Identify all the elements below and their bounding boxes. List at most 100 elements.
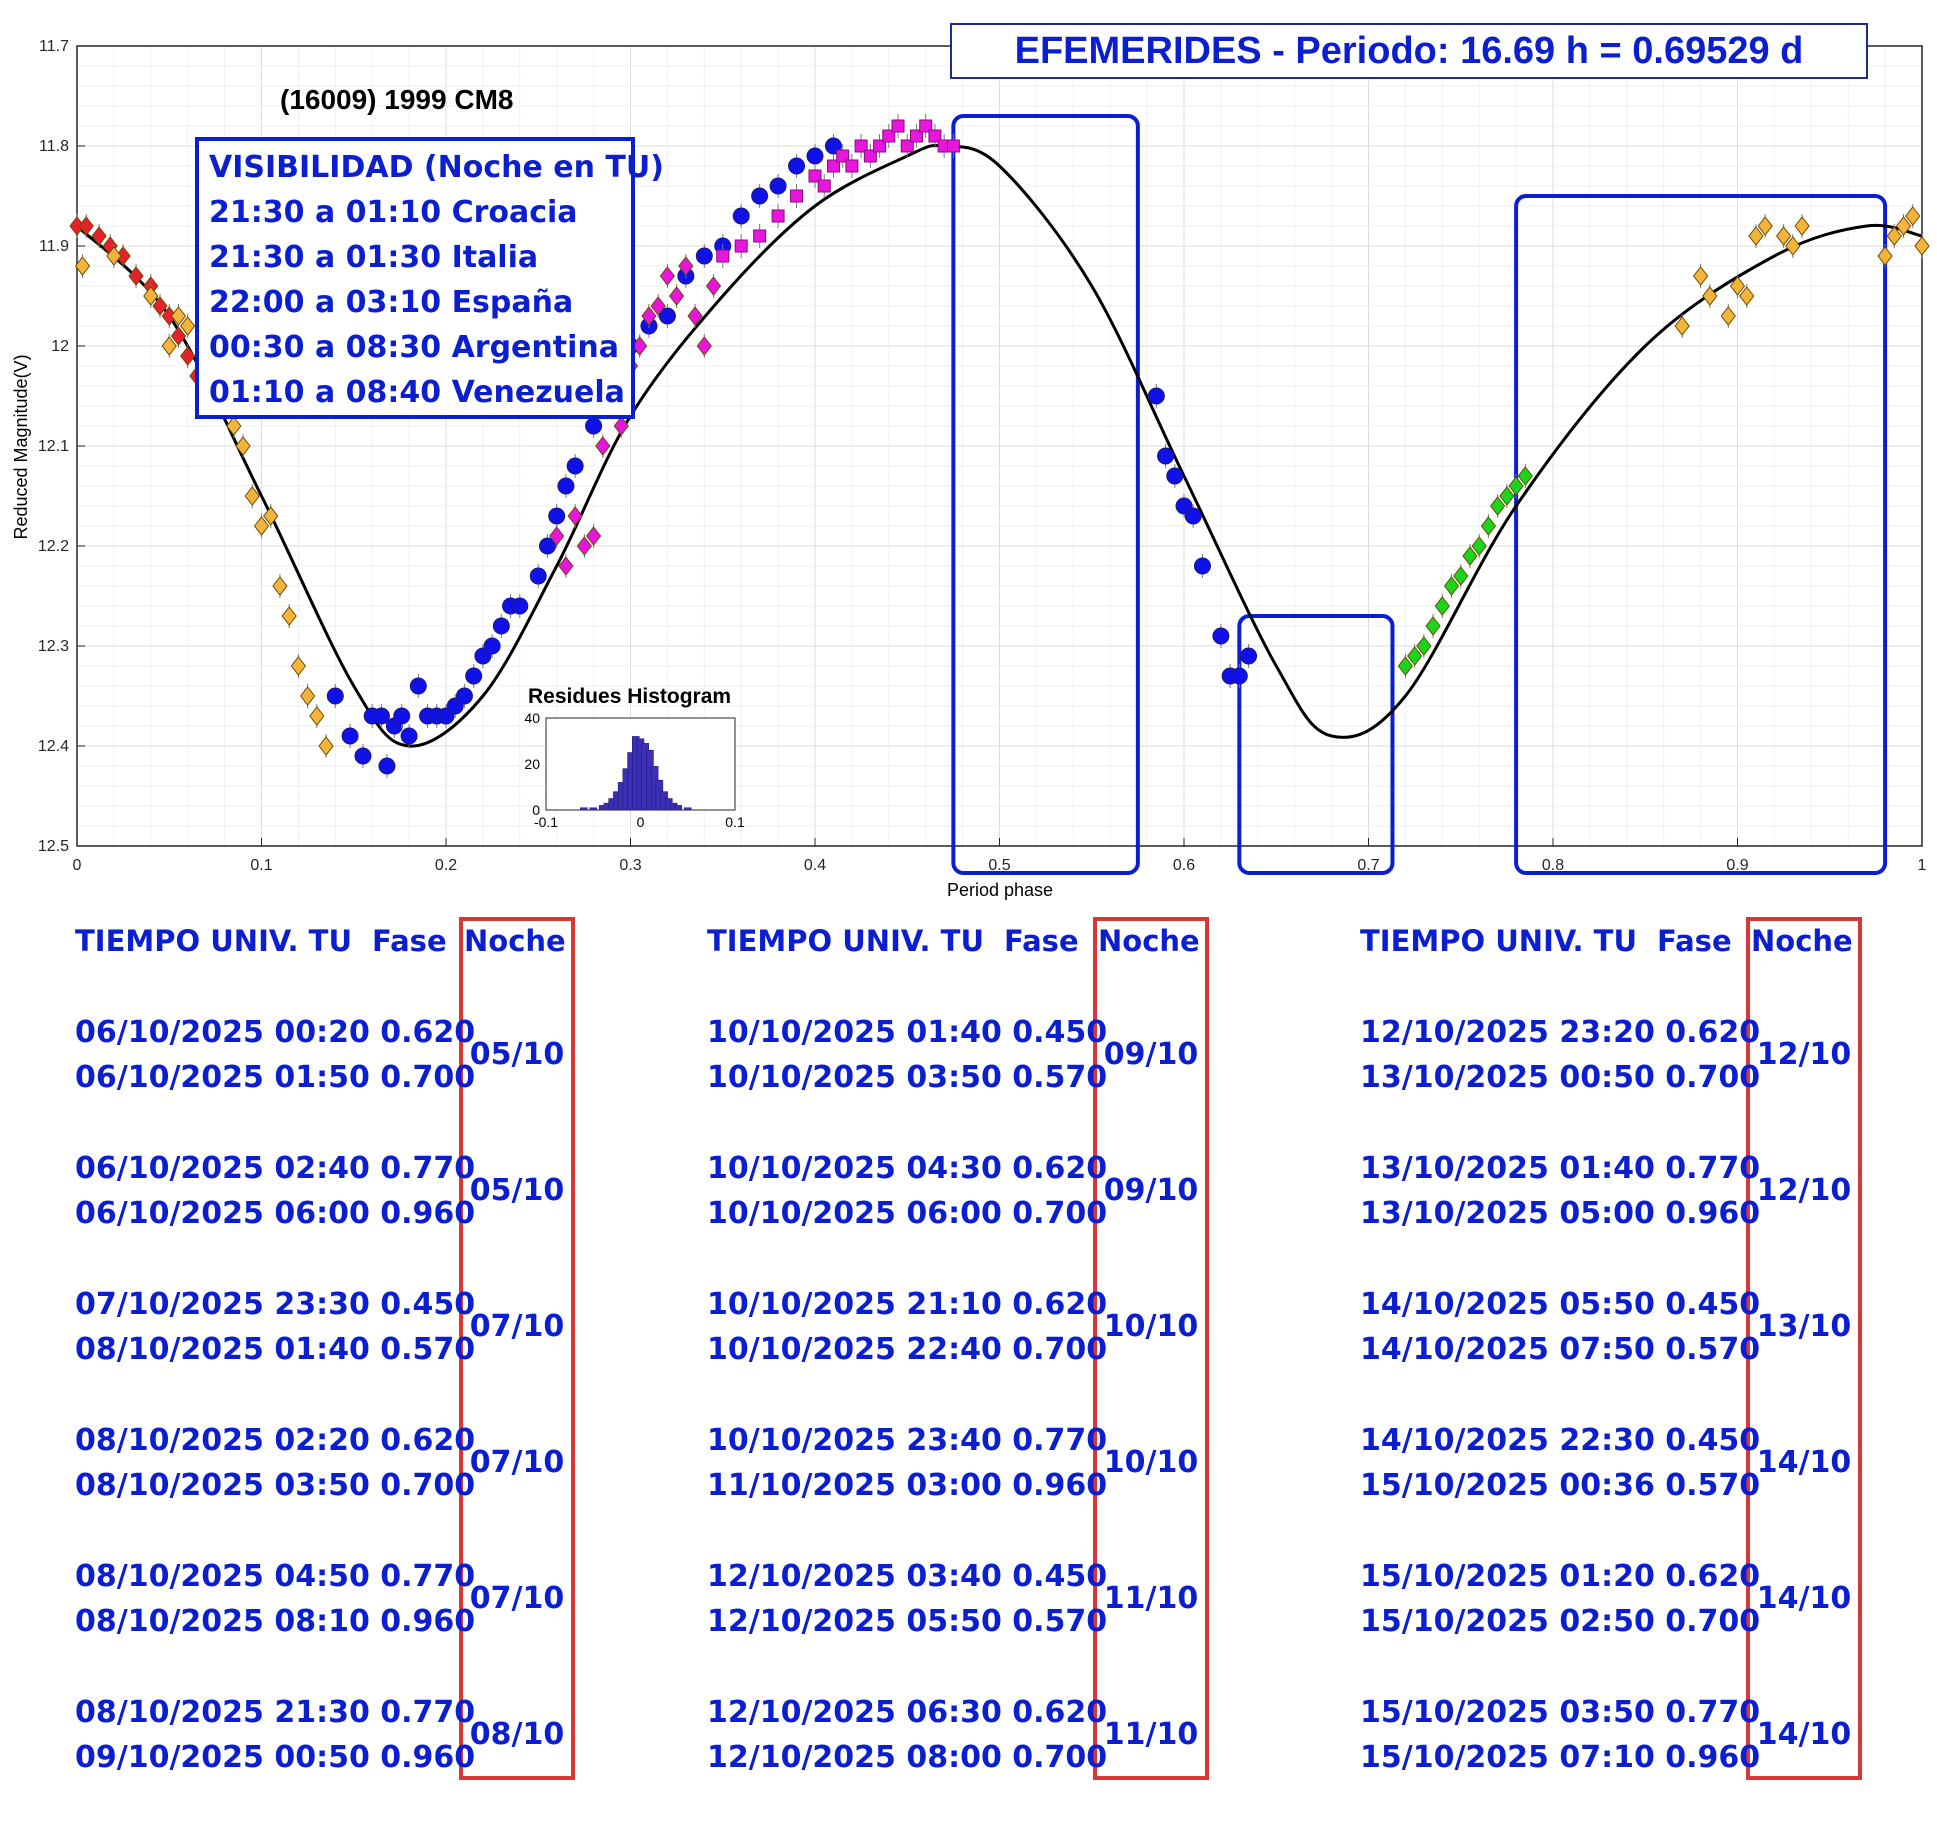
data-point — [909, 129, 923, 143]
data-point — [1914, 236, 1930, 256]
data-point — [372, 707, 390, 725]
x-tick-label: 0.5 — [988, 857, 1010, 874]
observation-window — [1237, 614, 1395, 875]
data-point — [826, 159, 840, 173]
data-point — [455, 687, 473, 705]
table-row: 14/10/2025 05:50 0.450 — [1360, 1287, 1761, 1322]
lightcurve-chart: 0 0.1 0.2 0.3 0.4 0.5 0.6 0.7 0.8 0.9 1 11.7 11.8 11.… — [11, 38, 1930, 900]
object-name: (16009) 1999 CM8 — [280, 84, 514, 115]
table-header-time: TIEMPO UNIV. TU — [1360, 924, 1638, 958]
data-point — [1508, 476, 1524, 496]
table-header-phase: Fase — [1004, 924, 1079, 958]
histogram-x-tick: 0 — [637, 814, 645, 830]
observation-window — [951, 114, 1140, 875]
visibility-line: 21:30 a 01:10 Croacia — [209, 195, 578, 230]
table-row: 08/10/2025 02:20 0.620 — [75, 1423, 476, 1458]
visibility-line: 22:00 a 03:10 España — [209, 285, 574, 320]
data-point — [1425, 616, 1441, 636]
table-header-time: TIEMPO UNIV. TU — [75, 924, 353, 958]
data-point — [1895, 216, 1912, 236]
data-point — [790, 189, 804, 203]
data-point — [1775, 226, 1792, 246]
data-point — [1674, 316, 1690, 336]
x-tick-label: 0.3 — [619, 857, 641, 874]
night-label: 14/10 — [1756, 1581, 1852, 1616]
data-point — [769, 177, 787, 195]
night-column-box — [1746, 917, 1862, 1780]
data-point — [1230, 667, 1248, 685]
data-point — [1729, 276, 1746, 296]
data-point — [1877, 246, 1893, 266]
data-point — [1166, 467, 1184, 485]
data-point — [128, 266, 144, 286]
histogram-title: Residues Histogram — [528, 685, 732, 708]
data-point — [1471, 536, 1487, 556]
table-row: 12/10/2025 23:20 0.620 — [1360, 1015, 1761, 1050]
data-point — [318, 736, 334, 756]
data-point — [585, 526, 602, 546]
table-row: 11/10/2025 03:00 0.960 — [707, 1468, 1108, 1503]
table-row: 10/10/2025 03:50 0.570 — [707, 1060, 1108, 1095]
histogram-y-tick: 40 — [524, 710, 540, 726]
y-tick-label: 12.4 — [38, 738, 69, 755]
histogram-y-tick: 0 — [532, 802, 540, 818]
data-point — [1480, 516, 1497, 536]
observation-window — [1514, 194, 1888, 875]
table-header-phase: Fase — [372, 924, 447, 958]
table-row: 12/10/2025 05:50 0.570 — [707, 1604, 1108, 1639]
data-point — [705, 276, 722, 296]
histogram-x-tick: 0.1 — [725, 814, 745, 830]
visibility-line: 00:30 a 08:30 Argentina — [209, 330, 619, 365]
table-row: 15/10/2025 01:20 0.620 — [1360, 1559, 1761, 1594]
table-row: 06/10/2025 00:20 0.620 — [75, 1015, 476, 1050]
table-row: 10/10/2025 21:10 0.620 — [707, 1287, 1108, 1322]
x-tick-label: 0 — [73, 857, 82, 874]
data-point — [253, 516, 270, 536]
data-point — [1434, 596, 1450, 616]
data-point — [180, 346, 196, 366]
data-point — [1453, 566, 1469, 586]
data-point — [585, 417, 603, 435]
data-point — [170, 326, 187, 346]
data-point — [272, 576, 288, 596]
histogram-x-tick: -0.1 — [534, 814, 558, 830]
data-point — [668, 286, 685, 306]
data-point — [378, 757, 396, 775]
x-tick-label: 0.9 — [1726, 857, 1748, 874]
y-axis-label: Reduced Magnitude(V) — [11, 354, 31, 539]
data-point — [891, 119, 905, 133]
table-row: 08/10/2025 08:10 0.960 — [75, 1604, 476, 1639]
data-point — [1240, 647, 1258, 665]
data-point — [641, 306, 657, 326]
data-point — [788, 157, 806, 175]
data-point — [1720, 306, 1736, 326]
data-point — [170, 306, 187, 326]
data-point — [734, 239, 748, 253]
data-point — [753, 229, 767, 243]
table-row: 13/10/2025 01:40 0.770 — [1360, 1151, 1761, 1186]
histogram-bar — [674, 805, 683, 811]
table-row: 13/10/2025 05:00 0.960 — [1360, 1196, 1761, 1231]
night-label: 14/10 — [1756, 1717, 1852, 1752]
y-tick-label: 11.7 — [39, 38, 69, 55]
data-point — [1397, 656, 1414, 676]
visibility-line: 01:10 a 08:40 Venezuela — [209, 375, 625, 410]
data-point — [1193, 557, 1211, 575]
table-row: 10/10/2025 06:00 0.700 — [707, 1196, 1108, 1231]
data-point — [732, 207, 750, 225]
data-point — [511, 597, 529, 615]
table-row: 08/10/2025 04:50 0.770 — [75, 1559, 476, 1594]
night-label: 14/10 — [1756, 1445, 1852, 1480]
table-row: 08/10/2025 03:50 0.700 — [75, 1468, 476, 1503]
data-point — [1739, 286, 1755, 306]
data-point — [106, 246, 122, 266]
data-point — [557, 477, 575, 495]
histogram-bar — [684, 807, 692, 811]
data-point — [492, 617, 510, 635]
data-point — [1490, 496, 1506, 516]
table-row: 08/10/2025 01:40 0.570 — [75, 1332, 476, 1367]
histogram-bar — [589, 807, 597, 811]
night-label: 07/10 — [469, 1581, 565, 1616]
data-point — [1462, 546, 1478, 566]
